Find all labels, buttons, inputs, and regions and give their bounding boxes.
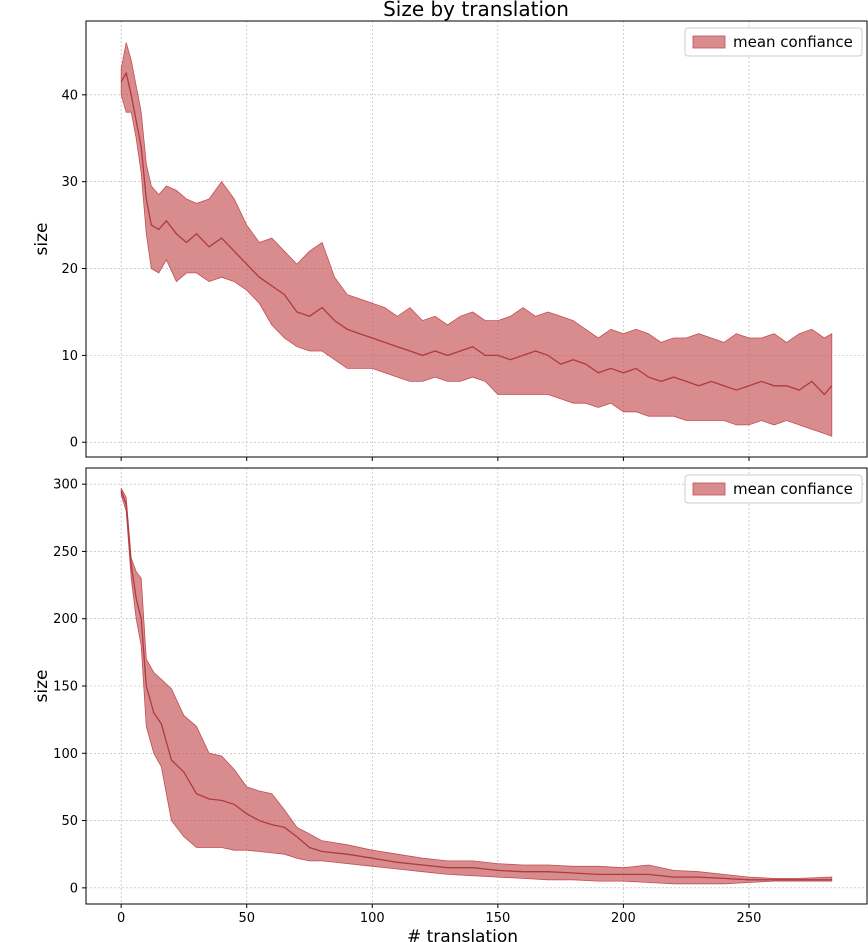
legend-label: mean confiance: [733, 480, 853, 498]
legend-swatch: [692, 35, 726, 49]
y-tick-label: 30: [61, 175, 78, 190]
chart-title: Size by translation: [383, 0, 569, 21]
mean-line: [120, 490, 832, 881]
legend: mean confiance: [684, 474, 863, 504]
y-tick-label: 0: [70, 436, 78, 451]
x-tick-label: 250: [737, 911, 762, 926]
x-axis-label: # translation: [407, 927, 518, 942]
x-tick-label: 100: [360, 911, 385, 926]
legend-box: [684, 474, 863, 504]
confidence-band: [120, 42, 833, 437]
mean-line: [120, 71, 833, 396]
top-panel: 0 10 20 30 40 size mean confiance: [32, 20, 868, 461]
y-tick-label: 150: [53, 680, 78, 695]
y-tick-label: 0: [70, 881, 78, 896]
x-tick-label: 50: [238, 911, 255, 926]
y-tick-label: 300: [53, 478, 78, 493]
legend-swatch: [692, 482, 726, 496]
legend: mean confiance: [684, 27, 863, 57]
legend-box: [684, 27, 863, 57]
confidence-band: [120, 488, 833, 885]
y-tick-label: 200: [53, 612, 78, 627]
y-tick-label: 250: [53, 545, 78, 560]
y-tick-label: 10: [61, 349, 78, 364]
x-tick-label: 200: [611, 911, 636, 926]
axes-frame: [85, 20, 868, 458]
x-tick-label: 150: [485, 911, 510, 926]
y-axis-label: size: [32, 670, 52, 703]
legend-label: mean confiance: [733, 33, 853, 51]
y-tick-label: 40: [61, 88, 78, 103]
y-tick-label: 20: [61, 262, 78, 277]
bottom-panel: 0 50 100 150 200 250 0 50 100 150 200 250 300 size # t…: [32, 467, 868, 942]
x-tick-label: 0: [117, 911, 125, 926]
y-tick-label: 50: [61, 814, 78, 829]
y-tick-label: 100: [53, 747, 78, 762]
y-axis-label: size: [32, 223, 52, 256]
